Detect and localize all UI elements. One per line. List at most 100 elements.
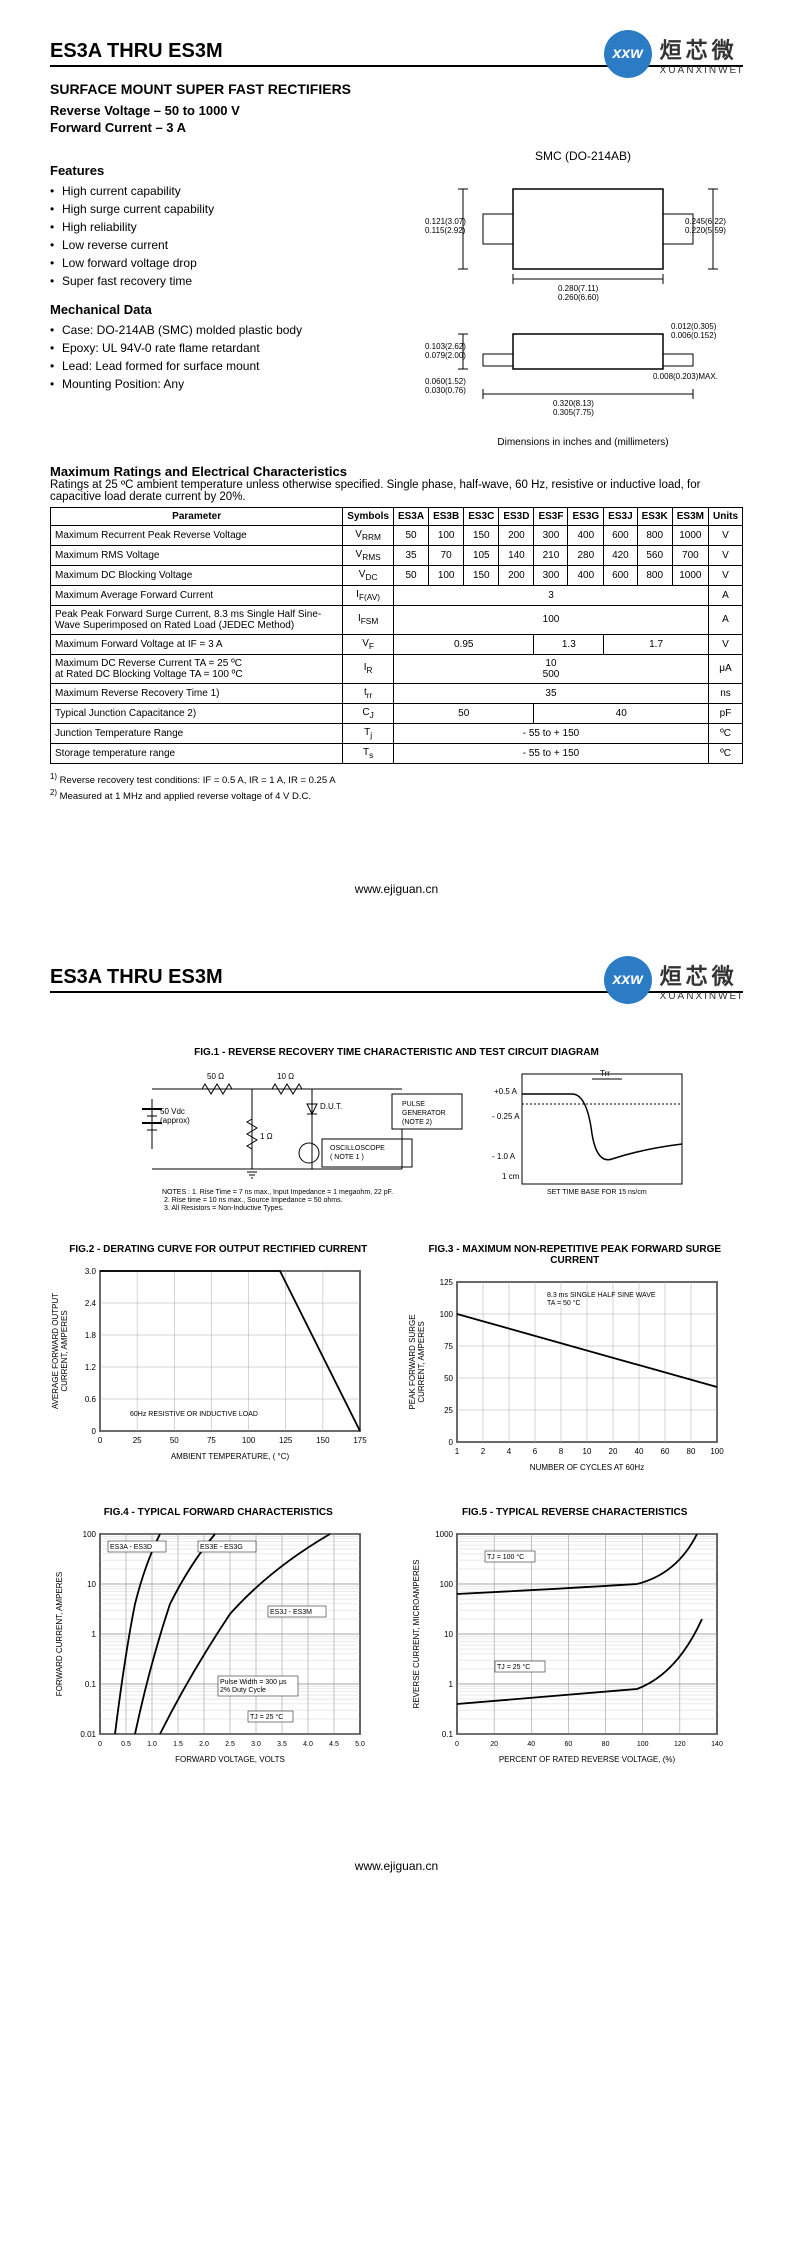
table-row: Maximum Forward Voltage at IF = 3 AVF0.9… bbox=[51, 634, 743, 654]
svg-text:TJ = 25 °C: TJ = 25 °C bbox=[250, 1713, 283, 1721]
svg-text:FORWARD CURRENT, AMPERES: FORWARD CURRENT, AMPERES bbox=[55, 1572, 64, 1696]
mechanical-item: Case: DO-214AB (SMC) molded plastic body bbox=[50, 323, 403, 337]
table-row: Maximum Recurrent Peak Reverse VoltageVR… bbox=[51, 525, 743, 545]
svg-text:100: 100 bbox=[83, 1530, 97, 1539]
svg-text:OSCILLOSCOPE( NOTE 1 ): OSCILLOSCOPE( NOTE 1 ) bbox=[330, 1145, 385, 1161]
fig3-title: FIG.3 - MAXIMUM NON-REPETITIVE PEAK FORW… bbox=[407, 1244, 744, 1266]
svg-text:150: 150 bbox=[316, 1436, 330, 1445]
table-row: Typical Junction Capacitance 2)CJ5040pF bbox=[51, 703, 743, 723]
logo-text: 烜芯微 XUANXINWEI bbox=[660, 959, 743, 1002]
svg-text:1: 1 bbox=[448, 1680, 453, 1689]
table-header: ES3C bbox=[464, 507, 499, 525]
svg-text:0: 0 bbox=[448, 1438, 453, 1447]
footnote-sup-1: 1) bbox=[50, 772, 57, 781]
svg-text:2.5: 2.5 bbox=[225, 1741, 235, 1748]
table-header: ES3G bbox=[568, 507, 604, 525]
table-header: ES3F bbox=[534, 507, 568, 525]
svg-text:1000: 1000 bbox=[435, 1530, 453, 1539]
svg-text:10: 10 bbox=[444, 1630, 453, 1639]
svg-text:Trr: Trr bbox=[600, 1069, 610, 1078]
svg-text:NOTES : 1. Rise Time = 7 ns ma: NOTES : 1. Rise Time = 7 ns max., Input … bbox=[162, 1189, 393, 1212]
features-heading: Features bbox=[50, 163, 403, 178]
table-row: Maximum RMS VoltageVRMS35701051402102804… bbox=[51, 545, 743, 565]
table-header: Parameter bbox=[51, 507, 343, 525]
ratings-table: ParameterSymbolsES3AES3BES3CES3DES3FES3G… bbox=[50, 507, 743, 764]
footnote-sup-2: 2) bbox=[50, 788, 57, 797]
dim-d7: 0.012(0.305)0.006(0.152) bbox=[671, 322, 717, 340]
fig4-chart-icon: 0.010.111010000.5 1.0 1.5 2.0 2.5 3.0 3.… bbox=[50, 1524, 380, 1774]
svg-text:10: 10 bbox=[87, 1580, 96, 1589]
svg-text:75: 75 bbox=[444, 1342, 453, 1351]
logo-chinese: 烜芯微 bbox=[660, 959, 743, 991]
svg-text:REVERSE CURRENT, MICROAMPERES: REVERSE CURRENT, MICROAMPERES bbox=[412, 1560, 421, 1709]
svg-text:50 Ω: 50 Ω bbox=[207, 1072, 224, 1081]
svg-text:10 Ω: 10 Ω bbox=[277, 1072, 294, 1081]
page-1: xxw 烜芯微 XUANXINWEI ES3A THRU ES3M SURFAC… bbox=[0, 0, 793, 926]
svg-text:2: 2 bbox=[480, 1447, 485, 1456]
svg-text:1.2: 1.2 bbox=[85, 1363, 97, 1372]
table-row: Maximum Reverse Recovery Time 1)trr35ns bbox=[51, 683, 743, 703]
table-row: Maximum DC Reverse Current TA = 25 ºCat … bbox=[51, 654, 743, 683]
fig2-title: FIG.2 - DERATING CURVE FOR OUTPUT RECTIF… bbox=[50, 1244, 387, 1255]
svg-text:3.0: 3.0 bbox=[251, 1741, 261, 1748]
svg-text:1: 1 bbox=[454, 1447, 459, 1456]
svg-text:1.8: 1.8 bbox=[85, 1331, 97, 1340]
svg-text:1 Ω: 1 Ω bbox=[260, 1132, 273, 1141]
svg-text:4.0: 4.0 bbox=[303, 1741, 313, 1748]
table-header: ES3A bbox=[393, 507, 428, 525]
logo-icon: xxw bbox=[604, 30, 652, 78]
fig5-title: FIG.5 - TYPICAL REVERSE CHARACTERISTICS bbox=[407, 1507, 744, 1518]
logo: xxw 烜芯微 XUANXINWEI bbox=[604, 956, 743, 1004]
svg-text:- 1.0 A: - 1.0 A bbox=[492, 1152, 516, 1161]
svg-text:60: 60 bbox=[660, 1447, 669, 1456]
svg-text:75: 75 bbox=[207, 1436, 216, 1445]
svg-text:0.5: 0.5 bbox=[121, 1741, 131, 1748]
svg-text:PERCENT OF RATED REVERSE VOLTA: PERCENT OF RATED REVERSE VOLTAGE, (%) bbox=[498, 1755, 675, 1764]
footnotes: 1) Reverse recovery test conditions: IF … bbox=[50, 772, 743, 802]
svg-text:3.5: 3.5 bbox=[277, 1741, 287, 1748]
mechanical-item: Epoxy: UL 94V-0 rate flame retardant bbox=[50, 341, 403, 355]
svg-text:1.0: 1.0 bbox=[147, 1741, 157, 1748]
dim-d5: 0.060(1.52)0.030(0.76) bbox=[425, 377, 466, 395]
svg-text:10: 10 bbox=[582, 1447, 591, 1456]
table-row: Maximum Average Forward CurrentIF(AV)3A bbox=[51, 585, 743, 605]
logo-icon: xxw bbox=[604, 956, 652, 1004]
page-2: xxw 烜芯微 XUANXINWEI ES3A THRU ES3M FIG.1 … bbox=[0, 926, 793, 1903]
mechanical-item: Lead: Lead formed for surface mount bbox=[50, 359, 403, 373]
dim-d3: 0.280(7.11)0.260(6.60) bbox=[558, 284, 599, 302]
svg-text:+0.5 A: +0.5 A bbox=[494, 1087, 518, 1096]
svg-text:100: 100 bbox=[242, 1436, 256, 1445]
table-header: ES3M bbox=[672, 507, 708, 525]
dim-d2: 0.245(6.22)0.220(5.59) bbox=[685, 217, 726, 235]
svg-text:40: 40 bbox=[634, 1447, 643, 1456]
fig4-box: FIG.4 - TYPICAL FORWARD CHARACTERISTICS … bbox=[50, 1497, 387, 1779]
svg-text:0: 0 bbox=[98, 1436, 103, 1445]
svg-text:1 cm: 1 cm bbox=[502, 1172, 520, 1181]
svg-text:TJ = 25 °C: TJ = 25 °C bbox=[497, 1663, 530, 1671]
svg-text:20: 20 bbox=[490, 1741, 498, 1748]
dimensions-note: Dimensions in inches and (millimeters) bbox=[423, 437, 743, 448]
svg-text:100: 100 bbox=[439, 1580, 453, 1589]
fig3-box: FIG.3 - MAXIMUM NON-REPETITIVE PEAK FORW… bbox=[407, 1234, 744, 1487]
table-header: ES3J bbox=[604, 507, 637, 525]
fig3-chart-icon: 0255075100125124681020406080100PEAK FORW… bbox=[407, 1272, 737, 1482]
svg-text:FORWARD VOLTAGE, VOLTS: FORWARD VOLTAGE, VOLTS bbox=[175, 1755, 285, 1764]
footnote-1: 1) Reverse recovery test conditions: IF … bbox=[50, 772, 743, 786]
table-header: ES3D bbox=[499, 507, 534, 525]
feature-item: High current capability bbox=[50, 184, 403, 198]
left-column: Features High current capabilityHigh sur… bbox=[50, 149, 403, 448]
svg-text:80: 80 bbox=[601, 1741, 609, 1748]
logo: xxw 烜芯微 XUANXINWEI bbox=[604, 30, 743, 78]
dim-d6: 0.320(8.13)0.305(7.75) bbox=[553, 399, 594, 417]
svg-text:PULSEGENERATOR(NOTE 2): PULSEGENERATOR(NOTE 2) bbox=[402, 1101, 446, 1126]
svg-text:60Hz RESISTIVE OR INDUCTIVE LO: 60Hz RESISTIVE OR INDUCTIVE LOAD bbox=[130, 1411, 258, 1418]
mechanical-item: Mounting Position: Any bbox=[50, 377, 403, 391]
fig1-waveform-icon: +0.5 A - 0.25 A - 1.0 A Trr 1 cm SET TIM… bbox=[492, 1064, 692, 1224]
footnote-2: 2) Measured at 1 MHz and applied reverse… bbox=[50, 788, 743, 802]
fig1-title: FIG.1 - REVERSE RECOVERY TIME CHARACTERI… bbox=[50, 1047, 743, 1058]
reverse-voltage: Reverse Voltage – 50 to 1000 V bbox=[50, 103, 743, 120]
svg-text:1.5: 1.5 bbox=[173, 1741, 183, 1748]
table-header: Symbols bbox=[343, 507, 394, 525]
svg-text:0: 0 bbox=[92, 1427, 97, 1436]
features-list: High current capabilityHigh surge curren… bbox=[50, 184, 403, 288]
